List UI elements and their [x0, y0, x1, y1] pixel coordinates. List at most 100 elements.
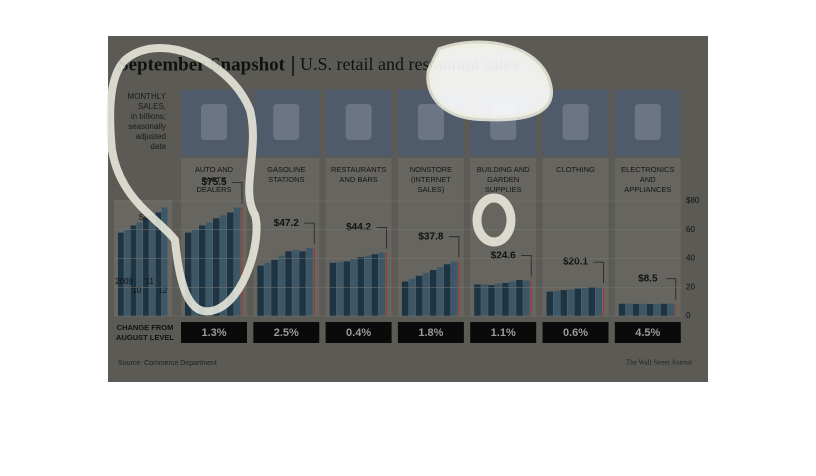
bar [220, 215, 227, 316]
note: SALES, [138, 102, 166, 111]
bar [401, 281, 409, 316]
note: seasonally [128, 122, 166, 131]
y-tick-label: 60 [686, 225, 695, 234]
bar [443, 264, 451, 316]
change-box [325, 322, 392, 343]
bar [553, 290, 560, 316]
value-label: $20.1 [563, 257, 588, 268]
bar [567, 289, 574, 316]
bar [136, 222, 143, 316]
value-label: $47.2 [274, 218, 299, 229]
bar [155, 212, 162, 316]
bar [516, 280, 523, 316]
change-label: 4.5% [635, 327, 660, 339]
bar [546, 291, 553, 316]
bar [618, 303, 626, 316]
bar [450, 261, 458, 316]
change-label: 0.6% [563, 327, 588, 339]
bar [130, 225, 137, 316]
bar [481, 284, 488, 316]
change-label: 1.8% [418, 327, 443, 339]
bar [436, 267, 444, 316]
bar [595, 287, 602, 316]
bar [378, 252, 386, 316]
bar [429, 270, 437, 316]
bar [343, 261, 351, 316]
panel-label: AND [640, 175, 656, 184]
highlight-annotations [106, 40, 554, 316]
bar [495, 283, 502, 316]
panel-label: SALES) [418, 185, 445, 194]
value-label: $24.6 [491, 250, 516, 261]
bar [285, 251, 292, 316]
credit: The Wall Street Journal [626, 359, 692, 367]
value-label: $44.2 [346, 222, 371, 233]
panel-label: STATIONS [268, 175, 304, 184]
bar [124, 229, 130, 316]
highlight-blob [106, 44, 261, 316]
note: MONTHLY [127, 92, 166, 101]
highlight-blob [426, 40, 554, 122]
bar [488, 285, 495, 316]
change-box [253, 322, 320, 343]
bar [292, 249, 299, 316]
icon [562, 104, 589, 140]
y-tick-label: $80 [686, 196, 700, 205]
panel-label: SUPPLIES [485, 185, 522, 194]
bar [502, 282, 509, 316]
leader-line [376, 227, 387, 249]
bar [509, 281, 516, 316]
value-label: $37.8 [418, 231, 443, 242]
leader-line [593, 261, 604, 284]
source: Source: Commerce Department [118, 360, 217, 367]
bar [581, 287, 588, 316]
bar [149, 215, 155, 316]
bar [271, 259, 278, 316]
panel-label: PARTS [202, 175, 226, 184]
icon [634, 104, 661, 140]
bar [474, 284, 481, 316]
bar [257, 265, 264, 316]
icon [201, 104, 227, 140]
bar [415, 275, 423, 316]
bar [227, 212, 234, 316]
bar [371, 254, 379, 316]
change-label: 1.3% [201, 327, 226, 339]
key-label: 2009 [115, 277, 133, 286]
panel-label: ELECTRONICS [621, 165, 674, 174]
bar [523, 280, 530, 316]
change-label: 1.1% [491, 327, 516, 339]
bar [625, 303, 633, 316]
bar [364, 255, 372, 316]
panel-label: CLOTHING [556, 165, 595, 174]
bar [192, 229, 199, 316]
bar [234, 207, 241, 316]
icon [345, 104, 372, 140]
note: data [150, 142, 166, 151]
bar [185, 232, 192, 316]
bar [336, 262, 344, 316]
change-box [181, 322, 247, 343]
bar [660, 303, 668, 316]
panel-label: AND BARS [339, 175, 377, 184]
y-tick-label: 0 [686, 311, 691, 320]
change-box [397, 322, 464, 343]
bar [646, 304, 654, 316]
leader-line [448, 236, 460, 258]
bar [639, 303, 647, 316]
value-label: $8.5 [638, 273, 658, 284]
key-label: '10 [131, 286, 142, 295]
chart-title: September Snapshot [118, 54, 286, 75]
panel-label: GARDEN [487, 175, 519, 184]
change-label: 0.4% [346, 327, 371, 339]
key-label: '12 [157, 286, 168, 295]
panel-label: BUILDING AND [477, 165, 531, 174]
bar [161, 207, 168, 316]
bar [667, 303, 675, 316]
bar [350, 259, 358, 316]
bar [306, 248, 313, 316]
change-label: 2.5% [274, 327, 299, 339]
bar [560, 290, 567, 316]
